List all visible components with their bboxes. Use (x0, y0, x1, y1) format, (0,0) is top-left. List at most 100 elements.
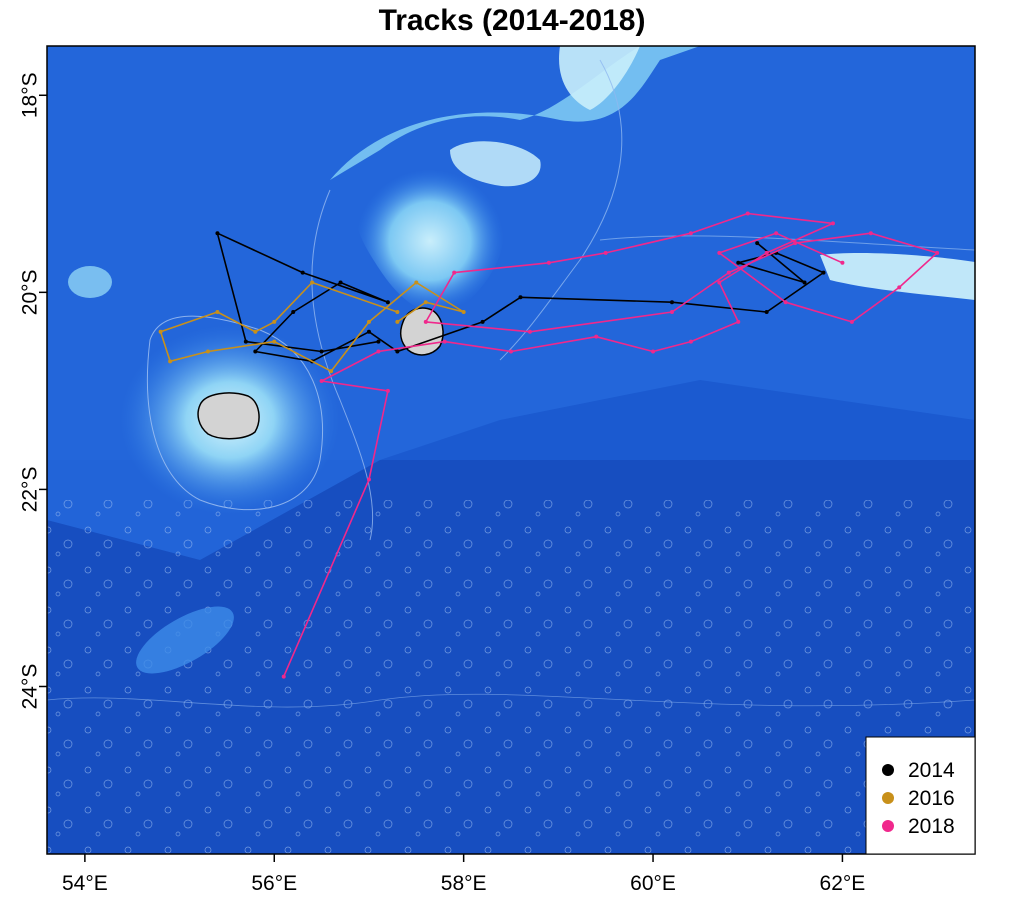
legend-marker-2018 (882, 820, 894, 832)
legend-marker-2014 (882, 764, 894, 776)
track-point-2014 (300, 270, 305, 275)
contour-line (599, 235, 975, 251)
seamount-contours (47, 500, 975, 854)
track-point-2014 (480, 319, 485, 324)
small-seamount (68, 266, 112, 298)
track-point-2018 (603, 250, 608, 255)
y-tick-label: 24°S (19, 664, 42, 710)
track-point-2018 (385, 388, 390, 393)
track-point-2016 (310, 280, 315, 285)
track-point-2016 (253, 329, 258, 334)
track-point-2018 (830, 221, 835, 226)
track-point-2014 (291, 310, 296, 315)
track-point-2018 (736, 319, 741, 324)
track-point-2016 (423, 300, 428, 305)
track-point-2014 (253, 349, 258, 354)
track-point-2014 (802, 280, 807, 285)
tracks-layer (158, 211, 940, 679)
y-tick-label: 22°S (19, 467, 42, 513)
legend-label-2018: 2018 (908, 815, 955, 838)
track-point-2014 (376, 339, 381, 344)
x-tick-label: 58°E (441, 872, 487, 895)
track-point-2018 (281, 674, 286, 679)
track-point-2018 (366, 477, 371, 482)
track-point-2016 (395, 319, 400, 324)
mauritius-bank (356, 169, 504, 313)
track-point-2018 (509, 349, 513, 354)
track-point-2016 (158, 329, 163, 334)
track-point-2016 (461, 310, 466, 315)
track-point-2018 (783, 300, 788, 305)
track-point-2014 (764, 310, 769, 315)
track-point-2018 (688, 339, 693, 344)
track-point-2018 (717, 250, 722, 255)
x-axis: 54°E 56°E 58°E 60°E 62°E (62, 854, 865, 895)
track-point-2018 (527, 329, 532, 334)
track-point-2018 (764, 250, 769, 255)
track-point-2018 (840, 260, 845, 265)
track-point-2018 (319, 379, 324, 384)
track-point-2016 (272, 339, 277, 344)
contour-line (147, 315, 323, 511)
track-point-2018 (868, 231, 873, 236)
contour-line (499, 59, 623, 361)
track-point-2016 (215, 310, 220, 315)
track-point-2018 (849, 319, 854, 324)
track-point-2018 (546, 260, 551, 265)
track-point-2014 (736, 260, 741, 265)
contour-line (47, 693, 975, 708)
track-point-2014 (338, 280, 343, 285)
track-point-2018 (935, 250, 940, 255)
track-point-2016 (395, 310, 400, 315)
legend-label-2016: 2016 (908, 787, 955, 810)
track-point-2014 (319, 349, 324, 354)
y-tick-label: 20°S (19, 269, 42, 315)
track-point-2018 (897, 285, 902, 290)
track-point-2016 (272, 319, 277, 324)
northern-bank (559, 46, 640, 110)
track-point-2014 (366, 329, 371, 334)
legend-label-2014: 2014 (908, 759, 955, 782)
bathymetry-layer (47, 46, 975, 854)
reunion-island (197, 392, 260, 440)
track-point-2016 (205, 349, 210, 354)
track-point-2018 (669, 310, 674, 315)
track-point-2016 (414, 280, 419, 285)
track-point-2018 (594, 334, 599, 339)
track-point-2014 (215, 231, 220, 236)
track-point-2018 (376, 349, 381, 354)
rodrigues-ridge (820, 252, 975, 300)
track-point-2014 (669, 300, 674, 305)
track-point-2018 (745, 211, 750, 216)
track-point-2018 (688, 231, 693, 236)
track-point-2018 (717, 280, 722, 285)
track-2018 (282, 212, 938, 677)
track-point-2016 (329, 369, 334, 374)
track-point-2014 (518, 295, 523, 300)
track-point-2014 (395, 349, 400, 354)
y-tick-label: 18°S (19, 72, 42, 118)
legend-marker-2016 (882, 792, 894, 804)
y-axis: 18°S 20°S 22°S 24°S (19, 72, 47, 710)
shoal (450, 141, 541, 187)
track-point-2014 (243, 339, 248, 344)
track-point-2018 (442, 339, 447, 344)
track-point-2014 (821, 270, 826, 275)
track-point-2018 (774, 231, 779, 236)
chart-title: Tracks (2014-2018) (378, 4, 646, 37)
track-point-2018 (423, 319, 428, 324)
x-tick-label: 54°E (62, 872, 108, 895)
track-point-2018 (726, 270, 731, 275)
track-point-2014 (385, 300, 390, 305)
x-tick-label: 60°E (630, 872, 676, 895)
track-point-2018 (651, 349, 656, 354)
track-point-2018 (793, 241, 798, 246)
x-tick-label: 62°E (820, 872, 866, 895)
legend: 2014 2016 2018 (865, 736, 976, 855)
southern-ridge (136, 606, 234, 674)
x-tick-label: 56°E (251, 872, 297, 895)
contour-line (311, 189, 374, 541)
plot-frame (46, 45, 976, 855)
track-point-2014 (755, 241, 760, 246)
